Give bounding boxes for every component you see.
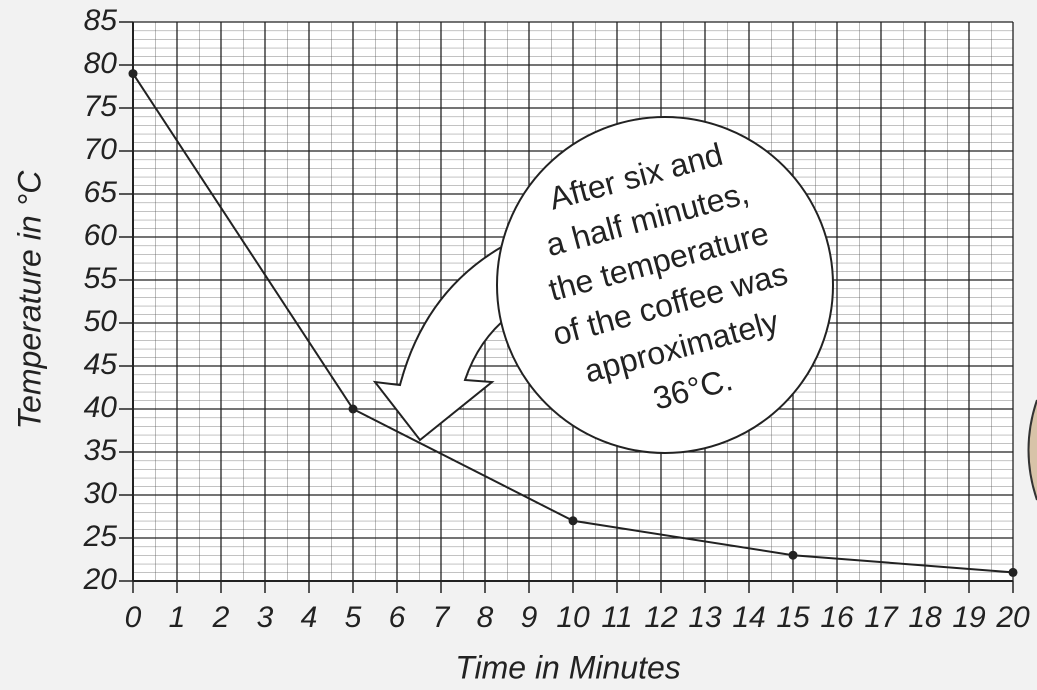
x-tick-label: 10 — [556, 601, 590, 634]
x-tick-label: 1 — [169, 601, 186, 634]
y-tick-label: 55 — [84, 262, 118, 295]
x-tick-label: 0 — [125, 601, 142, 634]
x-tick-label: 15 — [776, 601, 810, 634]
y-tick-label: 35 — [84, 434, 118, 467]
x-tick-label: 14 — [732, 601, 765, 634]
decoration — [1029, 400, 1037, 500]
y-tick-label: 20 — [83, 563, 118, 596]
data-point — [349, 405, 358, 414]
x-tick-label: 20 — [995, 601, 1030, 634]
y-tick-label: 75 — [84, 90, 118, 123]
y-axis-label: Temperature in °C — [11, 170, 47, 430]
x-tick-label: 3 — [257, 601, 274, 634]
data-point — [1009, 568, 1018, 577]
y-tick-label: 40 — [84, 391, 118, 424]
x-tick-label: 17 — [864, 601, 899, 634]
y-tick-label: 30 — [84, 477, 118, 510]
x-tick-label: 7 — [433, 601, 451, 634]
page: {"chart_data": {"type": "line", "x": [0,… — [0, 0, 1037, 690]
x-tick-label: 5 — [345, 601, 362, 634]
x-tick-label: 11 — [601, 601, 632, 634]
y-tick-label: 45 — [84, 348, 118, 381]
x-tick-label: 18 — [908, 601, 942, 634]
x-tick-label: 19 — [952, 601, 986, 634]
x-tick-label: 12 — [644, 601, 678, 634]
x-tick-label: 8 — [477, 601, 494, 634]
x-tick-label: 16 — [820, 601, 854, 634]
y-tick-label: 25 — [83, 520, 118, 553]
chart: 2025303540455055606570758085012345678910… — [0, 0, 1037, 690]
x-tick-label: 6 — [389, 601, 406, 634]
data-point — [129, 69, 138, 78]
y-tick-label: 80 — [84, 47, 118, 80]
x-tick-label: 13 — [688, 601, 722, 634]
y-tick-label: 70 — [84, 133, 118, 166]
x-tick-label: 4 — [301, 601, 318, 634]
x-tick-label: 9 — [521, 601, 538, 634]
y-tick-label: 50 — [84, 305, 118, 338]
data-point — [789, 551, 798, 560]
y-tick-label: 85 — [84, 4, 118, 37]
x-axis-label: Time in Minutes — [455, 649, 681, 685]
x-tick-label: 2 — [212, 601, 230, 634]
data-point — [569, 516, 578, 525]
y-tick-label: 65 — [84, 176, 118, 209]
y-tick-label: 60 — [84, 219, 118, 252]
